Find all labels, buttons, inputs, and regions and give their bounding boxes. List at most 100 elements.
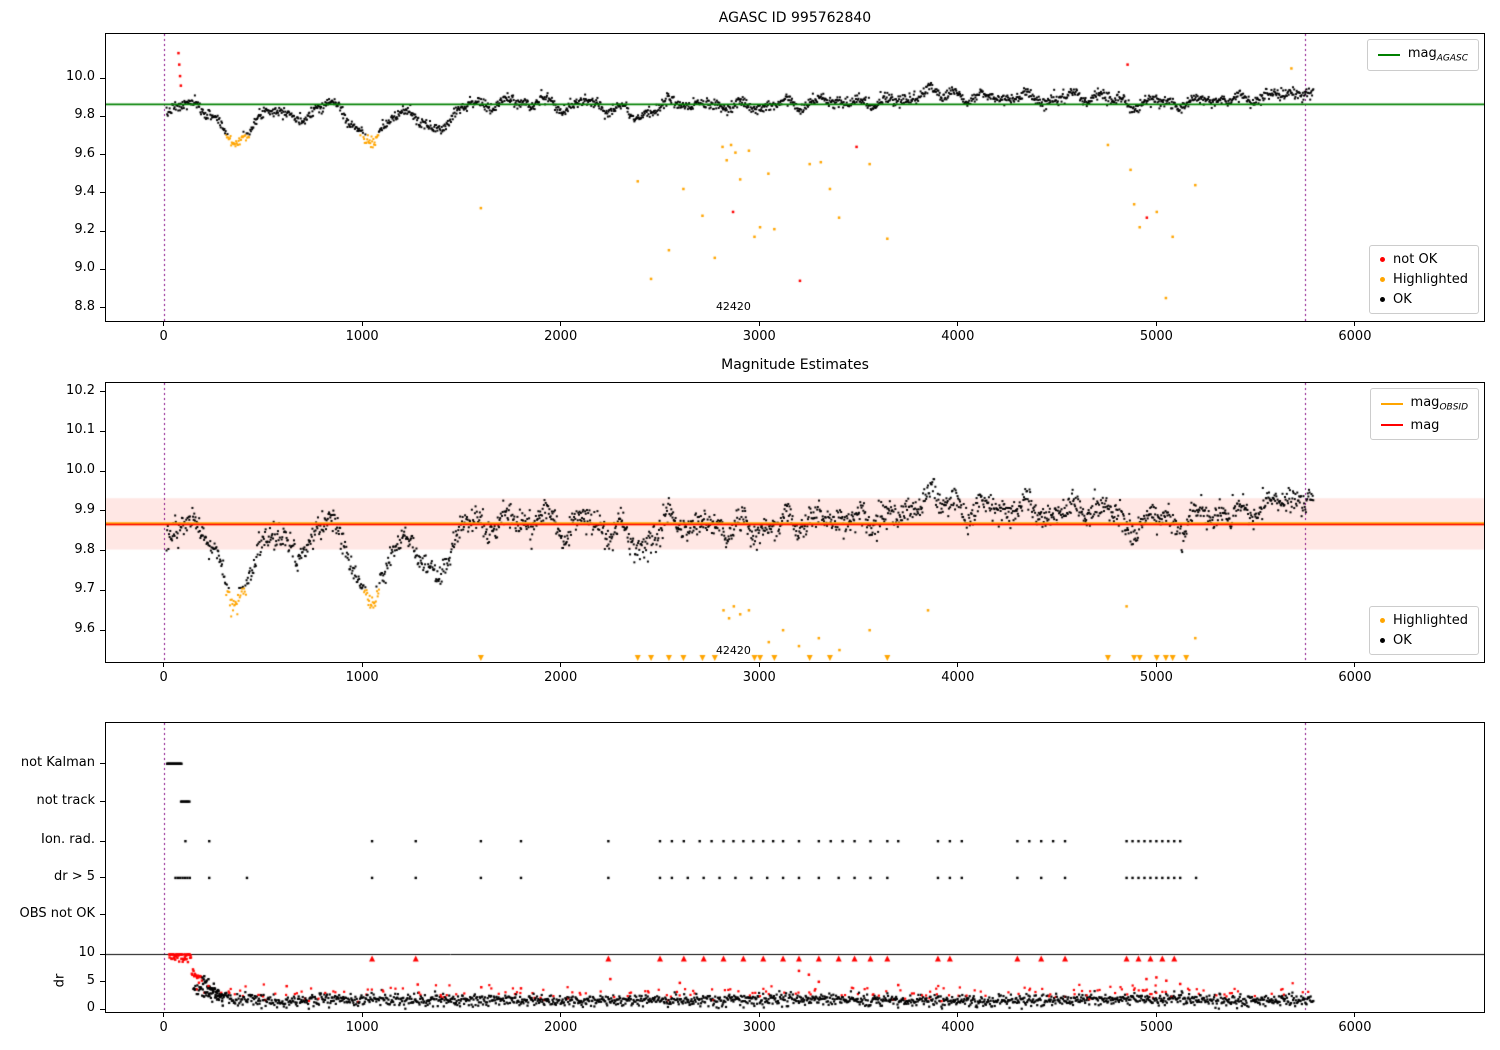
chart0-plot-area: magAGASC not OK Highlighted OK bbox=[105, 33, 1485, 322]
x-tick-label: 2000 bbox=[544, 329, 578, 344]
legend-entry: mag bbox=[1380, 417, 1468, 433]
y-tick-label: 10.2 bbox=[66, 382, 95, 398]
dr-tick-label: 10 bbox=[78, 945, 95, 961]
y-tick-mark bbox=[100, 510, 105, 512]
y-tick-label: 9.4 bbox=[74, 183, 95, 199]
legend-entry: magOBSID bbox=[1380, 395, 1468, 413]
legend-dot-marker bbox=[1380, 618, 1386, 623]
x-tick-mark bbox=[758, 663, 760, 667]
x-tick-label: 6000 bbox=[1338, 1020, 1372, 1035]
y-tick-label: 10.0 bbox=[66, 69, 95, 84]
y-tick-mark bbox=[100, 589, 105, 591]
x-tick-label: 3000 bbox=[742, 670, 776, 685]
x-tick-mark bbox=[1354, 1013, 1356, 1017]
y-tick-label: 9.8 bbox=[74, 541, 95, 557]
dr-axis-label: dr bbox=[52, 973, 68, 988]
legend-line-marker bbox=[1377, 53, 1400, 56]
x-tick-label: 6000 bbox=[1338, 670, 1372, 685]
legend-entry: OK bbox=[1380, 292, 1468, 307]
y-tick-mark bbox=[100, 953, 105, 955]
legend-line-marker bbox=[1380, 402, 1403, 405]
x-tick-label: 5000 bbox=[1139, 670, 1173, 685]
legend-entry: OK bbox=[1380, 633, 1468, 648]
x-tick-label: 0 bbox=[159, 329, 168, 344]
x-tick-mark bbox=[361, 663, 363, 667]
chart2-canvas bbox=[106, 723, 1484, 1012]
x-tick-mark bbox=[957, 663, 959, 667]
dr-tick-label: 5 bbox=[86, 972, 95, 988]
y-tick-mark bbox=[100, 154, 105, 156]
x-tick-label: 5000 bbox=[1139, 329, 1173, 344]
legend-entry: Highlighted bbox=[1380, 272, 1468, 287]
chart1-canvas bbox=[106, 383, 1484, 662]
y-tick-mark bbox=[100, 192, 105, 194]
chart1-title: Magnitude Estimates bbox=[721, 357, 869, 373]
x-tick-mark bbox=[1155, 1013, 1157, 1017]
y-tick-mark bbox=[100, 430, 105, 432]
x-tick-label: 2000 bbox=[544, 1020, 578, 1035]
y-tick-label: 9.7 bbox=[74, 581, 95, 597]
y-tick-label: 8.8 bbox=[74, 298, 95, 314]
legend-label: OK bbox=[1393, 292, 1412, 307]
y-tick-mark bbox=[100, 1008, 105, 1010]
x-tick-label: 0 bbox=[159, 670, 168, 685]
chart1-plot-area: magOBSID mag Highlighted OK bbox=[105, 382, 1485, 663]
category-label: not Kalman bbox=[20, 754, 95, 770]
x-tick-label: 3000 bbox=[742, 329, 776, 344]
chart0-title: AGASC ID 995762840 bbox=[718, 10, 872, 26]
x-tick-mark bbox=[957, 322, 959, 326]
legend-dot-marker bbox=[1380, 638, 1386, 643]
legend-line-marker bbox=[1380, 424, 1403, 427]
x-tick-label: 1000 bbox=[345, 329, 379, 344]
legend-top-right-chart1: magOBSID mag bbox=[1369, 388, 1479, 440]
y-tick-label: 10.1 bbox=[66, 422, 95, 438]
y-tick-mark bbox=[100, 550, 105, 552]
legend-label: not OK bbox=[1393, 252, 1438, 267]
chart2-plot-area bbox=[105, 722, 1485, 1013]
legend-top-right-chart0: magAGASC bbox=[1366, 39, 1479, 71]
x-tick-mark bbox=[163, 322, 165, 326]
y-tick-mark bbox=[100, 914, 105, 916]
y-tick-label: 9.6 bbox=[74, 621, 95, 637]
x-tick-label: 0 bbox=[159, 1020, 168, 1035]
x-tick-label: 4000 bbox=[941, 670, 975, 685]
x-tick-label: 1000 bbox=[345, 1020, 379, 1035]
legend-label: magAGASC bbox=[1407, 46, 1468, 64]
legend-label: Highlighted bbox=[1393, 613, 1468, 628]
x-tick-label: 1000 bbox=[345, 670, 379, 685]
x-tick-label: 2000 bbox=[544, 670, 578, 685]
x-tick-label: 5000 bbox=[1139, 1020, 1173, 1035]
y-tick-label: 10.0 bbox=[66, 462, 95, 478]
category-label: not track bbox=[36, 792, 95, 808]
y-tick-mark bbox=[100, 629, 105, 631]
x-tick-mark bbox=[560, 1013, 562, 1017]
y-tick-label: 9.9 bbox=[74, 501, 95, 517]
y-tick-label: 9.0 bbox=[74, 260, 95, 276]
x-tick-mark bbox=[361, 1013, 363, 1017]
y-tick-mark bbox=[100, 840, 105, 842]
legend-label: Highlighted bbox=[1393, 272, 1468, 287]
legend-label: OK bbox=[1393, 633, 1412, 648]
y-tick-mark bbox=[100, 268, 105, 270]
x-tick-label: 6000 bbox=[1338, 329, 1372, 344]
obsid-annotation: 42420 bbox=[715, 644, 751, 658]
y-tick-mark bbox=[100, 877, 105, 879]
legend-label: mag bbox=[1410, 417, 1440, 433]
category-label: OBS not OK bbox=[19, 905, 96, 921]
x-tick-mark bbox=[163, 1013, 165, 1017]
legend-bottom-right-chart0: not OK Highlighted OK bbox=[1369, 245, 1479, 314]
x-tick-mark bbox=[560, 663, 562, 667]
x-tick-label: 4000 bbox=[941, 329, 975, 344]
y-tick-mark bbox=[100, 981, 105, 983]
x-tick-mark bbox=[957, 1013, 959, 1017]
legend-dot-marker bbox=[1380, 257, 1386, 262]
category-label: Ion. rad. bbox=[41, 832, 95, 848]
y-tick-mark bbox=[100, 801, 105, 803]
x-tick-mark bbox=[1155, 663, 1157, 667]
legend-entry: not OK bbox=[1380, 252, 1468, 267]
x-tick-label: 3000 bbox=[742, 1020, 776, 1035]
x-tick-mark bbox=[1354, 322, 1356, 326]
x-tick-mark bbox=[1155, 322, 1157, 326]
y-tick-mark bbox=[100, 115, 105, 117]
